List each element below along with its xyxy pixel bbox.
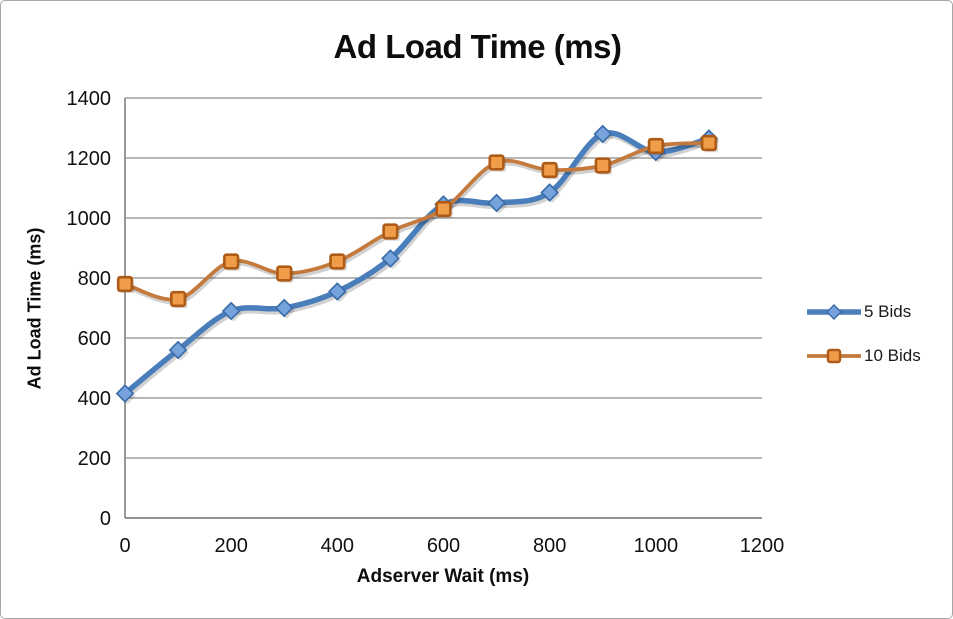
y-tick-label: 200 (78, 448, 111, 470)
square-marker (700, 134, 718, 152)
legend-label: 5 Bids (864, 302, 912, 321)
y-tick-label: 1400 (67, 88, 112, 110)
x-tick-label: 1200 (740, 535, 785, 557)
diamond-marker (328, 282, 347, 301)
series-line-shadow (124, 144, 713, 305)
x-tick-label: 1000 (634, 535, 679, 557)
square-marker (488, 154, 505, 171)
square-marker (382, 223, 399, 240)
y-tick-label: 1200 (67, 148, 112, 170)
square-marker (169, 290, 187, 308)
y-tick-label: 400 (78, 388, 111, 410)
legend-key-icon (807, 348, 861, 364)
y-tick-label: 600 (78, 328, 111, 350)
diamond-marker (221, 301, 241, 321)
x-tick-label: 800 (533, 535, 566, 557)
diamond-marker (593, 124, 613, 144)
diamond-marker (381, 249, 400, 268)
diamond-marker (487, 193, 506, 213)
square-marker (594, 157, 611, 174)
square-marker (435, 200, 452, 218)
diamond-marker (274, 298, 294, 318)
square-marker (647, 137, 664, 155)
diamond-marker (168, 340, 188, 360)
y-tick-label: 800 (78, 268, 111, 290)
legend-item-5-bids: 5 Bids (807, 301, 921, 323)
series-line-5-bids (122, 130, 712, 397)
square-marker (329, 253, 346, 270)
square-marker (541, 161, 558, 179)
y-tick-label: 1000 (67, 208, 112, 230)
x-axis-title: Adserver Wait (ms) (356, 566, 530, 587)
legend-key-icon (807, 304, 861, 320)
legend-label: 10 Bids (864, 346, 921, 365)
y-tick-label: 0 (100, 508, 111, 530)
square-marker (223, 253, 240, 270)
legend: 5 Bids 10 Bids (807, 301, 921, 367)
chart-title: Ad Load Time (ms) (333, 28, 622, 65)
square-marker (116, 275, 134, 293)
legend-item-10-bids: 10 Bids (807, 345, 921, 367)
x-tick-label: 600 (427, 535, 460, 557)
diamond-marker (115, 384, 135, 403)
y-axis-title: Ad Load Time (ms) (24, 227, 45, 390)
x-tick-label: 400 (321, 535, 354, 557)
x-tick-label: 200 (214, 535, 247, 557)
series-line-shadow (123, 133, 714, 400)
diamond-marker (540, 183, 559, 202)
square-marker (276, 265, 293, 282)
x-tick-label: 0 (119, 535, 130, 557)
